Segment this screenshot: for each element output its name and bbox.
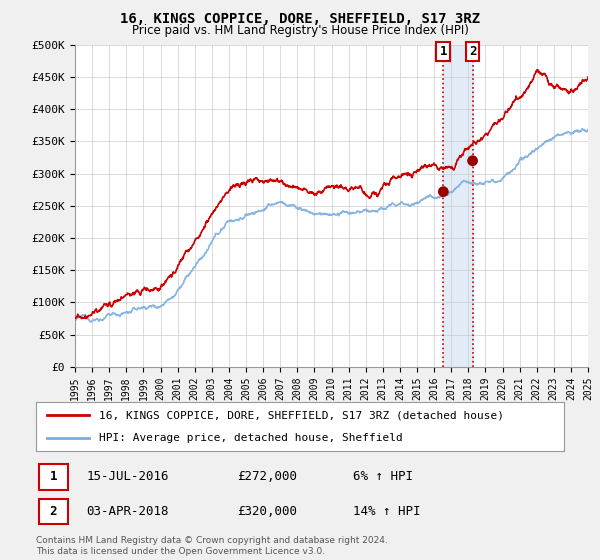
Text: 03-APR-2018: 03-APR-2018 <box>86 505 169 518</box>
FancyBboxPatch shape <box>38 499 68 524</box>
FancyBboxPatch shape <box>38 464 68 489</box>
Text: 14% ↑ HPI: 14% ↑ HPI <box>353 505 420 518</box>
Point <box>439 187 448 196</box>
Text: 2: 2 <box>469 45 476 58</box>
Bar <box>443 45 473 367</box>
Text: 2: 2 <box>50 505 57 518</box>
Text: £272,000: £272,000 <box>236 470 296 483</box>
Text: 16, KINGS COPPICE, DORE, SHEFFIELD, S17 3RZ: 16, KINGS COPPICE, DORE, SHEFFIELD, S17 … <box>120 12 480 26</box>
Text: £320,000: £320,000 <box>236 505 296 518</box>
Text: 1: 1 <box>440 45 447 58</box>
Point <box>468 156 478 165</box>
Text: Contains HM Land Registry data © Crown copyright and database right 2024.
This d: Contains HM Land Registry data © Crown c… <box>36 536 388 556</box>
Text: 6% ↑ HPI: 6% ↑ HPI <box>353 470 413 483</box>
Text: 16, KINGS COPPICE, DORE, SHEFFIELD, S17 3RZ (detached house): 16, KINGS COPPICE, DORE, SHEFFIELD, S17 … <box>100 410 505 421</box>
Text: HPI: Average price, detached house, Sheffield: HPI: Average price, detached house, Shef… <box>100 433 403 444</box>
Text: 1: 1 <box>50 470 57 483</box>
Text: 15-JUL-2016: 15-JUL-2016 <box>86 470 169 483</box>
Text: Price paid vs. HM Land Registry's House Price Index (HPI): Price paid vs. HM Land Registry's House … <box>131 24 469 37</box>
